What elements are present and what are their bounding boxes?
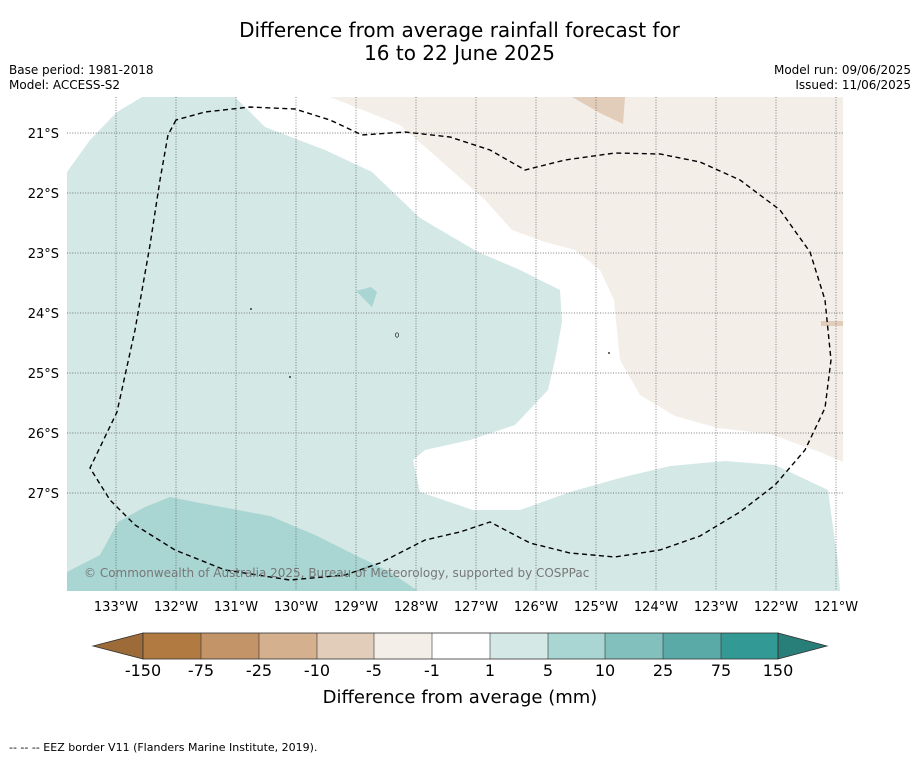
colorbar-tick-label: -5 (366, 661, 382, 680)
region-light-tan (330, 97, 843, 462)
lat-label: 24°S (28, 307, 59, 322)
map-area: © Commonwealth of Australia 2025, Bureau… (67, 97, 843, 591)
eez-border (89, 106, 832, 581)
colorbar-tick-label: 150 (763, 661, 794, 680)
lon-label: 124°W (634, 600, 678, 615)
region-light-teal-west (67, 97, 840, 591)
colorbar: -150 -75 -25 -10 -5 -1 1 5 10 25 75 150 … (91, 632, 829, 708)
lon-label: 127°W (454, 600, 498, 615)
colorbar-segment (721, 633, 778, 659)
lat-label: 23°S (28, 247, 59, 262)
colorbar-label: Difference from average (mm) (323, 687, 598, 708)
eez-note: -- -- -- EEZ border V11 (Flanders Marine… (9, 741, 317, 754)
issued-text: Issued: 11/06/2025 (795, 78, 911, 92)
island-dot (289, 376, 291, 378)
colorbar-segment (374, 633, 432, 659)
lon-label: 129°W (334, 600, 378, 615)
lon-label: 132°W (154, 600, 198, 615)
lat-label: 22°S (28, 187, 59, 202)
model-run-text: Model run: 09/06/2025 (773, 63, 911, 77)
lat-label: 21°S (28, 127, 59, 142)
lon-label: 122°W (754, 600, 798, 615)
island-dot (608, 352, 610, 354)
colorbar-tick-label: 5 (543, 661, 553, 680)
colorbar-tick-label: -1 (424, 661, 440, 680)
island-outline (395, 332, 399, 338)
lon-label: 121°W (814, 600, 858, 615)
model-text: Model: ACCESS-S2 (9, 78, 121, 92)
region-tan-edge (821, 321, 843, 326)
gridlines (67, 97, 843, 591)
lon-label: 131°W (214, 600, 258, 615)
colorbar-segment (548, 633, 605, 659)
lat-label: 27°S (28, 487, 59, 502)
colorbar-tick-label: -25 (246, 661, 272, 680)
colorbar-segment (143, 633, 201, 659)
colorbar-arrow-right (777, 632, 829, 660)
map-title-line2: 16 to 22 June 2025 (364, 41, 555, 65)
colorbar-segment (663, 633, 721, 659)
lat-label: 26°S (28, 427, 59, 442)
region-mid-teal-patch (356, 287, 377, 307)
colorbar-frame (142, 632, 779, 660)
colorbar-tick-label: 10 (595, 661, 615, 680)
colorbar-segment (605, 633, 663, 659)
region-mid-teal (67, 497, 418, 591)
lat-label: 25°S (28, 367, 59, 382)
colorbar-tick-label: -150 (125, 661, 161, 680)
colorbar-segment (259, 633, 317, 659)
copyright-text: © Commonwealth of Australia 2025, Bureau… (84, 566, 589, 580)
lon-label: 130°W (274, 600, 318, 615)
region-tan (572, 97, 625, 124)
lon-label: 123°W (694, 600, 738, 615)
colorbar-tick-label: 1 (485, 661, 495, 680)
lon-label: 128°W (394, 600, 438, 615)
lon-labels: 133°W 132°W 131°W 130°W 129°W 128°W 127°… (94, 600, 858, 615)
map-title-line1: Difference from average rainfall forecas… (239, 18, 680, 42)
lon-label: 125°W (574, 600, 618, 615)
colorbar-tick-label: 25 (653, 661, 673, 680)
lon-label: 133°W (94, 600, 138, 615)
colorbar-tick-label: 75 (711, 661, 731, 680)
colorbar-tick-label: -10 (304, 661, 330, 680)
colorbar-tick-label: -75 (188, 661, 214, 680)
colorbar-arrow-left (91, 632, 144, 660)
colorbar-segment (201, 633, 259, 659)
colorbar-segment (490, 633, 548, 659)
lat-labels: 21°S 22°S 23°S 24°S 25°S 26°S 27°S (28, 127, 59, 502)
island-dot (250, 308, 252, 310)
colorbar-segment (432, 633, 490, 659)
lon-label: 126°W (514, 600, 558, 615)
colorbar-segment (317, 633, 374, 659)
base-period-text: Base period: 1981-2018 (9, 63, 154, 77)
